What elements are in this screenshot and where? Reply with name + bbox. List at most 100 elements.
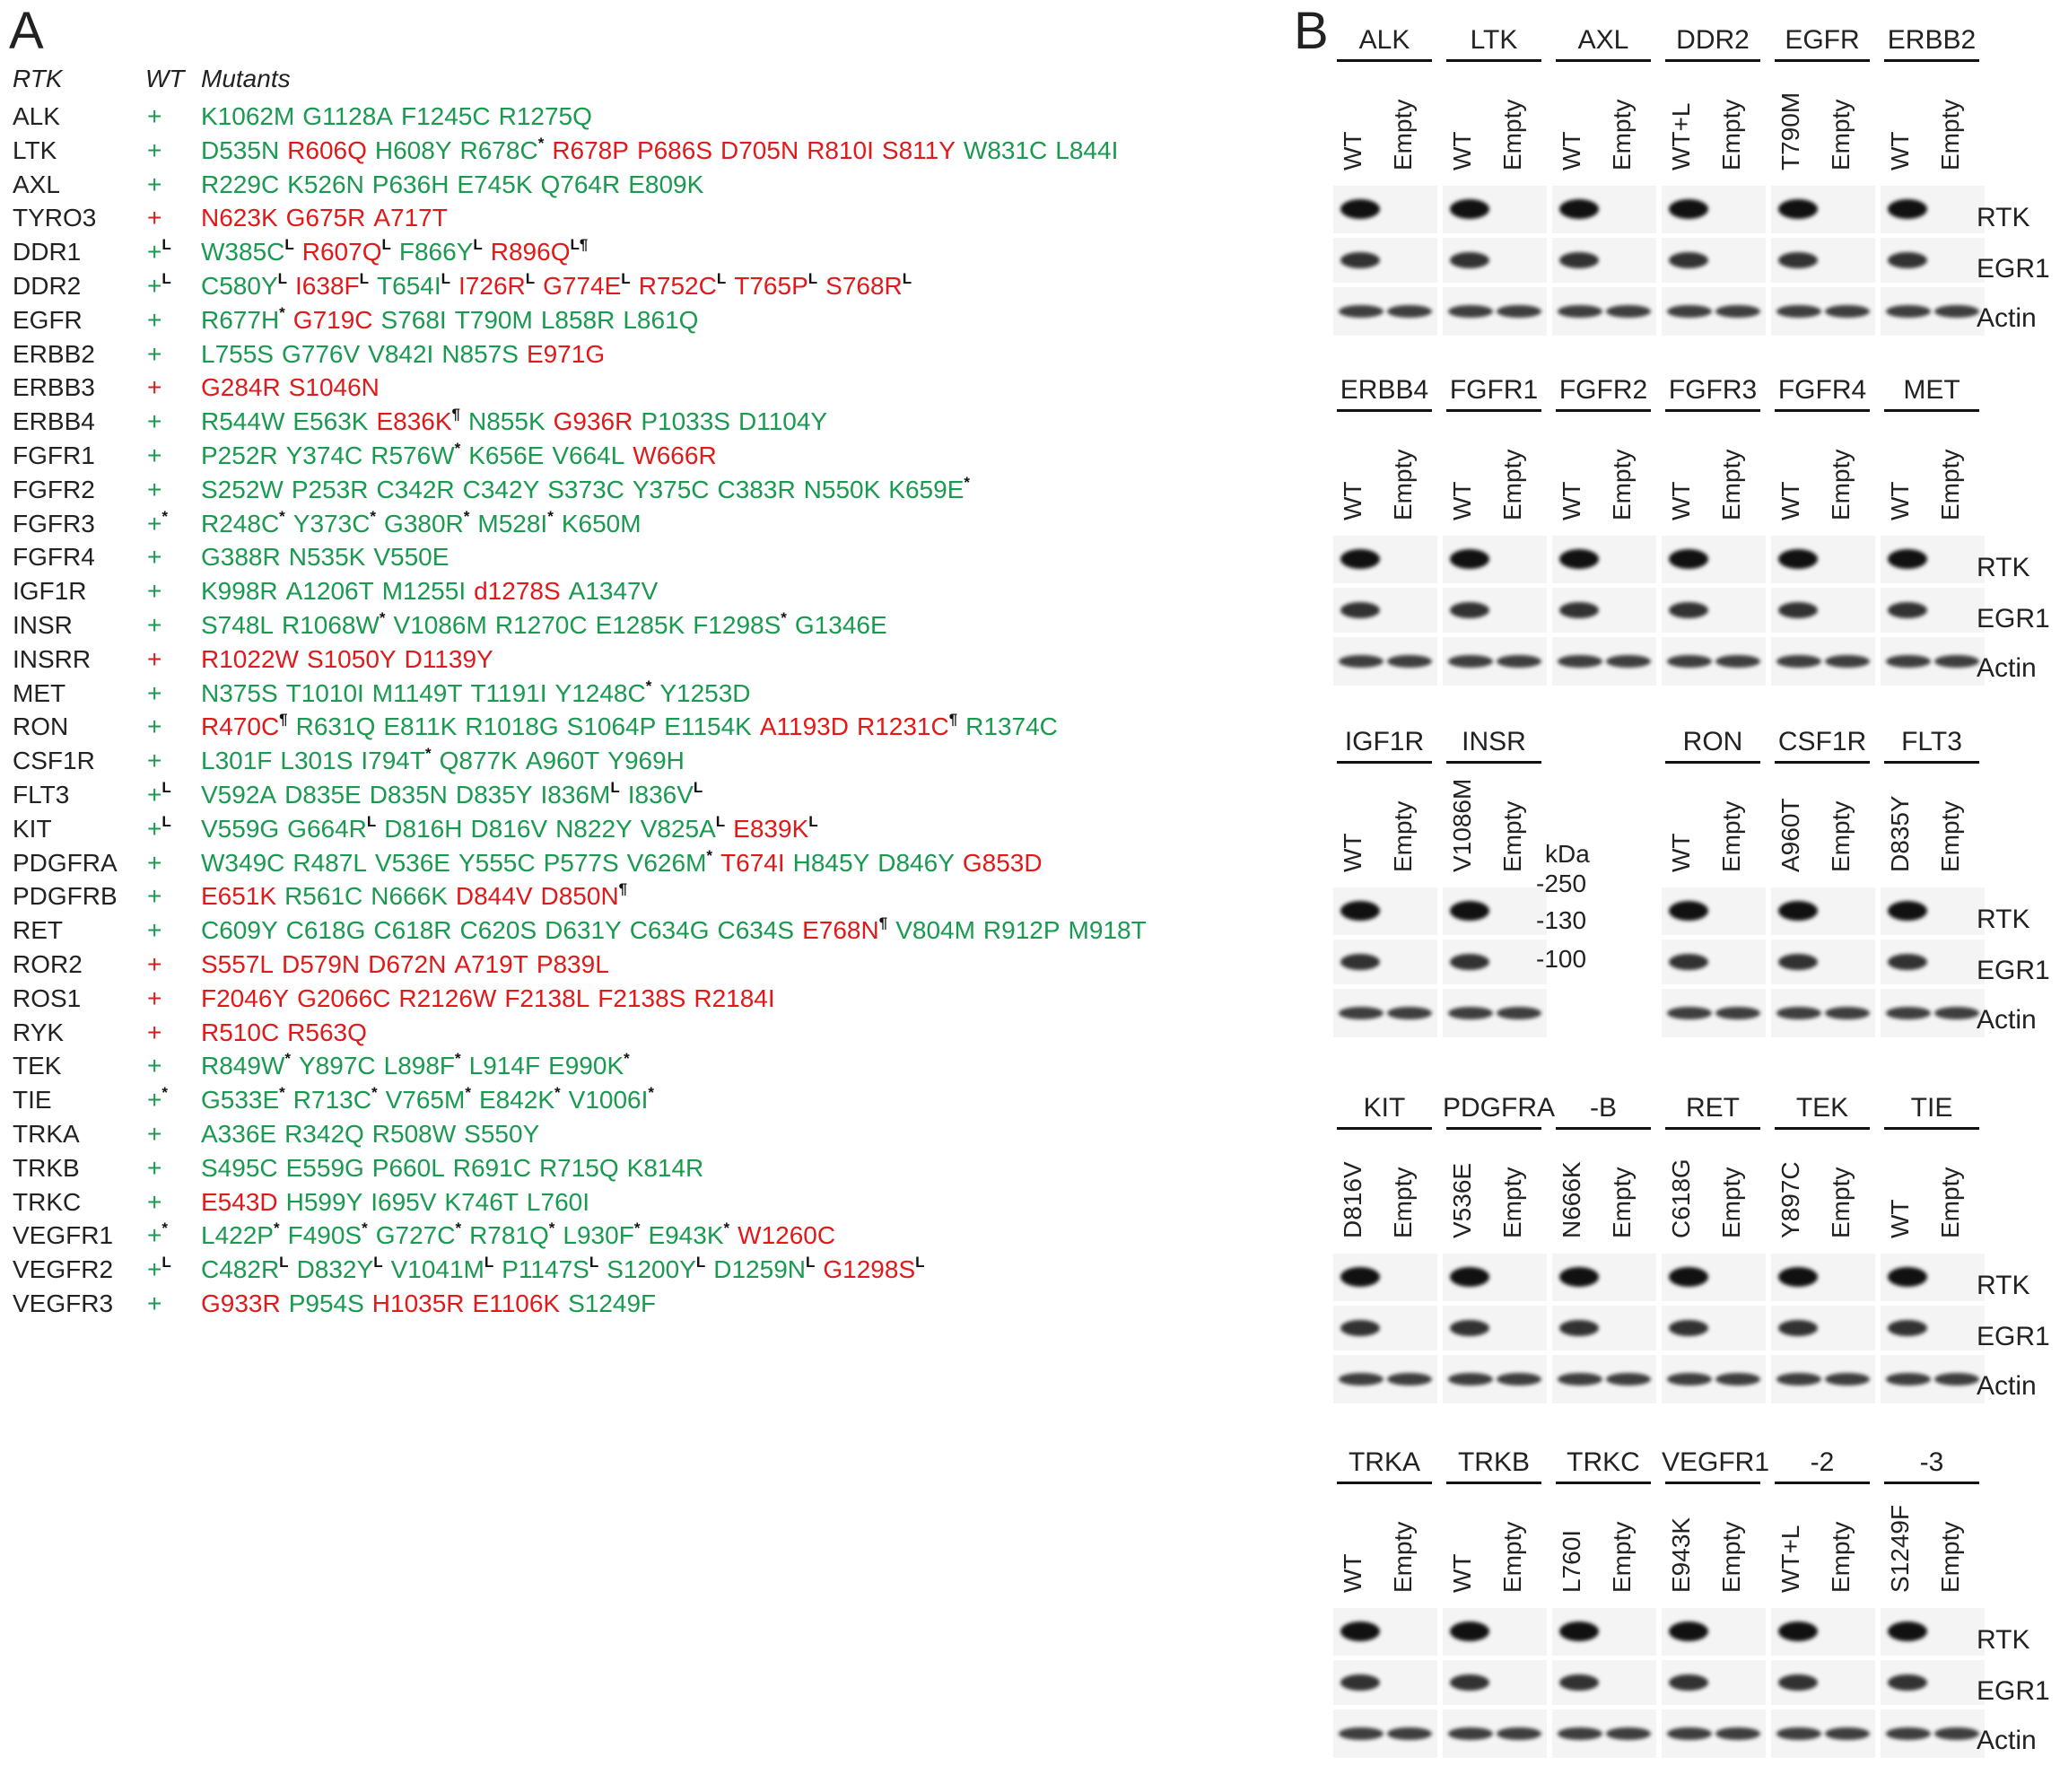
table-row: ALK + K1062M G1128A F1245C R1275Q (13, 100, 1322, 134)
wt-status: + (147, 848, 162, 877)
band-actin (1448, 1007, 1493, 1019)
mutant-list: E651K R561C N666K D844V D850N¶ (201, 879, 635, 913)
mutation: d1278S (474, 577, 561, 606)
mutation: E1106K (472, 1289, 561, 1317)
lane-label: N666K (1558, 1161, 1585, 1238)
mutation: A1347V (568, 577, 659, 606)
mutation: T674I (720, 848, 785, 877)
mutation: S1046N (288, 373, 380, 402)
band-egr1 (1559, 1320, 1599, 1336)
mutation: S748L (201, 610, 274, 639)
lane-label: Empty (1717, 449, 1745, 520)
gene-name: ALK (1358, 25, 1410, 55)
mutation: W666R (633, 441, 717, 469)
mutation: D631Y (545, 916, 622, 945)
mutation: F2046Y (201, 983, 290, 1012)
mutation: R781Q* (469, 1219, 555, 1250)
gene-name: MET (1903, 375, 1960, 405)
mutant-list: S748L R1068W* V1086M R1270C E1285K F1298S* G13… (201, 608, 895, 642)
mutation: R508W (371, 1119, 457, 1148)
table-row: INSR + S748L R1068W* V1086M R1270C E1285K F1298… (13, 608, 1322, 642)
band-egr1 (1559, 1674, 1599, 1691)
mutation: E768N¶ (802, 914, 888, 945)
band-actin (1667, 1727, 1712, 1740)
band-rtk (1888, 1266, 1927, 1287)
table-row: ERBB4 + R544W E563K E836K¶ N855K G936R P1033S D1… (13, 405, 1322, 439)
band-actin (1825, 1373, 1870, 1386)
table-row: VEGFR2 +L C482RL D832YL V1041ML P1147SL S1200Y… (13, 1253, 1322, 1287)
mutation: G1128A (302, 102, 393, 130)
band-egr1 (1450, 252, 1489, 268)
mutant-list: G533E* R713C* V765M* E842K* V1006I* (201, 1083, 662, 1117)
wt-status: + (147, 135, 162, 164)
table-row: EGFR + R677H* G719C S768I T790M L858R L861Q (13, 303, 1322, 337)
gene-underline (1556, 1482, 1651, 1484)
mutation: F866YL (398, 236, 483, 267)
table-row: VEGFR1 +* L422P* F490S* G727C* R781Q* L930F* E9… (13, 1219, 1322, 1253)
wt-status: + (147, 712, 162, 741)
mutation: T654IL (377, 269, 451, 300)
band-actin (1339, 655, 1384, 668)
mutation: D835N (369, 780, 448, 809)
band-actin (1558, 1727, 1602, 1740)
gene-underline (1337, 761, 1432, 764)
table-row: TRKA + A336E R342Q R508W S550Y (13, 1117, 1322, 1151)
mutation: G774EL (543, 269, 631, 300)
table-row: INSRR + R1022W S1050Y D1139Y (13, 642, 1322, 677)
lane-label: WT (1339, 481, 1366, 520)
wt-status: + (147, 747, 162, 775)
mutation: S1050Y (306, 644, 397, 673)
lane-label: Empty (1608, 449, 1636, 520)
mutation: Q877K (439, 747, 518, 775)
band-actin (1825, 1727, 1870, 1740)
gene-underline (1337, 1482, 1432, 1484)
row-label-egr1: EGR1 (1977, 1676, 2050, 1706)
mutation: N855K (468, 407, 546, 436)
mutation: K814R (626, 1153, 704, 1182)
mutation: R342Q (284, 1119, 364, 1148)
lane-label: Empty (1389, 449, 1417, 520)
mutation: L844I (1055, 135, 1119, 164)
mutation: G380R* (384, 507, 470, 538)
header-wt: WT (145, 65, 185, 92)
mutant-list: W385CL R607QL F866YL R896QL¶ (201, 235, 596, 269)
mutation: K656E (468, 441, 545, 469)
mutation: N550K (803, 475, 881, 503)
band-actin (1776, 305, 1821, 318)
band-actin (1339, 1373, 1384, 1386)
mutation: D579N (281, 949, 361, 978)
gene-underline (1665, 409, 1760, 412)
gene-name: DDR2 (1676, 25, 1750, 55)
mutation: R713C* (292, 1084, 378, 1115)
wt-status: + (147, 610, 162, 639)
mutation: G1346E (794, 610, 887, 639)
mutation: V825AL (640, 812, 726, 843)
lane-label: WT (1339, 131, 1366, 170)
gene-name: FGFR4 (1777, 375, 1867, 405)
wt-status: + (147, 949, 162, 978)
band-egr1 (1778, 252, 1818, 268)
table-row: ERBB2 + L755S G776V V842I N857S E971G (13, 337, 1322, 372)
mutation: Y375C (632, 475, 710, 503)
mutation: D1104Y (738, 407, 828, 436)
rtk-name: ERBB4 (13, 407, 95, 436)
mutation: H1035R (371, 1289, 465, 1317)
mutation: R1231C¶ (856, 711, 958, 741)
mutation: R510C (201, 1018, 280, 1046)
table-row: TEK + R849W* Y897C L898F* L914F E990K* (13, 1049, 1322, 1083)
mutation: D835E (284, 780, 362, 809)
rtk-name: TIE (13, 1086, 52, 1115)
mutation: G719C (292, 305, 373, 334)
band-actin (1934, 1373, 1979, 1386)
mutation: S811Y (881, 135, 956, 164)
lane-label: Empty (1936, 99, 1964, 170)
table-row: VEGFR3 + G933R P954S H1035R E1106K S1249F (13, 1287, 1322, 1321)
row-label-egr1: EGR1 (1977, 604, 2050, 634)
mutation: P1147SL (502, 1254, 599, 1284)
band-actin (1387, 1373, 1432, 1386)
band-rtk (1669, 1266, 1708, 1287)
band-rtk (1340, 1621, 1380, 1641)
mutation: R2184I (694, 983, 775, 1012)
mutation: N857S (441, 339, 519, 368)
band-actin (1497, 1007, 1541, 1019)
